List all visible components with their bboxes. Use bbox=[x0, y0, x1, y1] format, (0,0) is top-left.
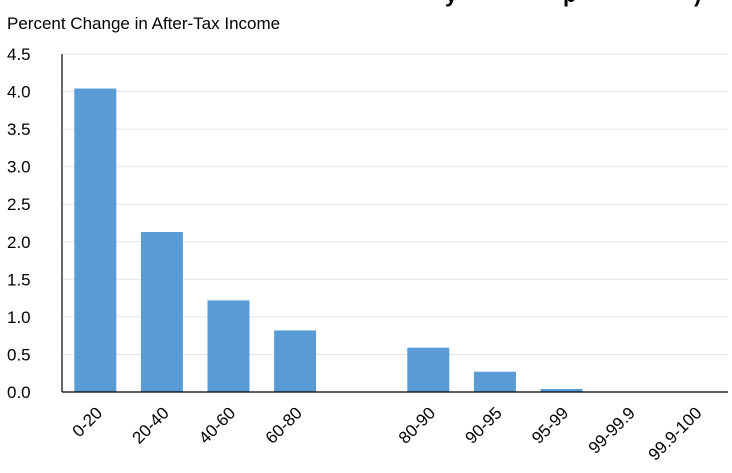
chart-title-partial-2: p bbox=[563, 0, 576, 7]
y-tick-label: 1.0 bbox=[7, 308, 31, 327]
bar-60-80 bbox=[274, 330, 317, 392]
y-tick-labels: 0.0 0.5 1.0 1.5 2.0 2.5 3.0 3.5 4.0 4.5 bbox=[7, 45, 31, 402]
y-tick-label: 1.5 bbox=[7, 270, 31, 289]
y-tick-label: 3.5 bbox=[7, 120, 31, 139]
x-tick-label: 90-95 bbox=[462, 403, 506, 447]
x-tick-label: 80-90 bbox=[395, 403, 439, 447]
x-tick-label: 99-99.9 bbox=[585, 403, 639, 457]
chart-subtitle: Percent Change in After-Tax Income bbox=[7, 14, 280, 33]
y-tick-label: 0.5 bbox=[7, 345, 31, 364]
x-tick-label: 20-40 bbox=[129, 403, 173, 447]
bar-90-95 bbox=[473, 371, 516, 392]
bar-40-60 bbox=[207, 300, 250, 392]
axes bbox=[61, 54, 728, 393]
bars bbox=[74, 88, 583, 392]
x-tick-labels: 0-20 20-40 40-60 60-80 80-90 90-95 95-99 99-99.… bbox=[69, 403, 706, 464]
y-tick-label: 4.5 bbox=[7, 45, 31, 64]
chart-title-partial-3: ) bbox=[694, 0, 701, 7]
x-tick-label: 0-20 bbox=[69, 403, 106, 440]
x-tick-label: 95-99 bbox=[528, 403, 572, 447]
bar-20-40 bbox=[140, 232, 183, 392]
bar-0-20 bbox=[74, 88, 117, 392]
chart-title-partial: y bbox=[445, 0, 458, 7]
y-tick-label: 2.0 bbox=[7, 233, 31, 252]
y-tick-label: 4.0 bbox=[7, 83, 31, 102]
y-tick-label: 3.0 bbox=[7, 158, 31, 177]
y-tick-label: 0.0 bbox=[7, 383, 31, 402]
x-tick-label: 60-80 bbox=[262, 403, 306, 447]
bar-95-99 bbox=[540, 388, 583, 392]
x-tick-label: 99.9-100 bbox=[645, 403, 706, 464]
x-tick-label: 40-60 bbox=[195, 403, 239, 447]
y-tick-label: 2.5 bbox=[7, 195, 31, 214]
bar-80-90 bbox=[407, 347, 450, 392]
